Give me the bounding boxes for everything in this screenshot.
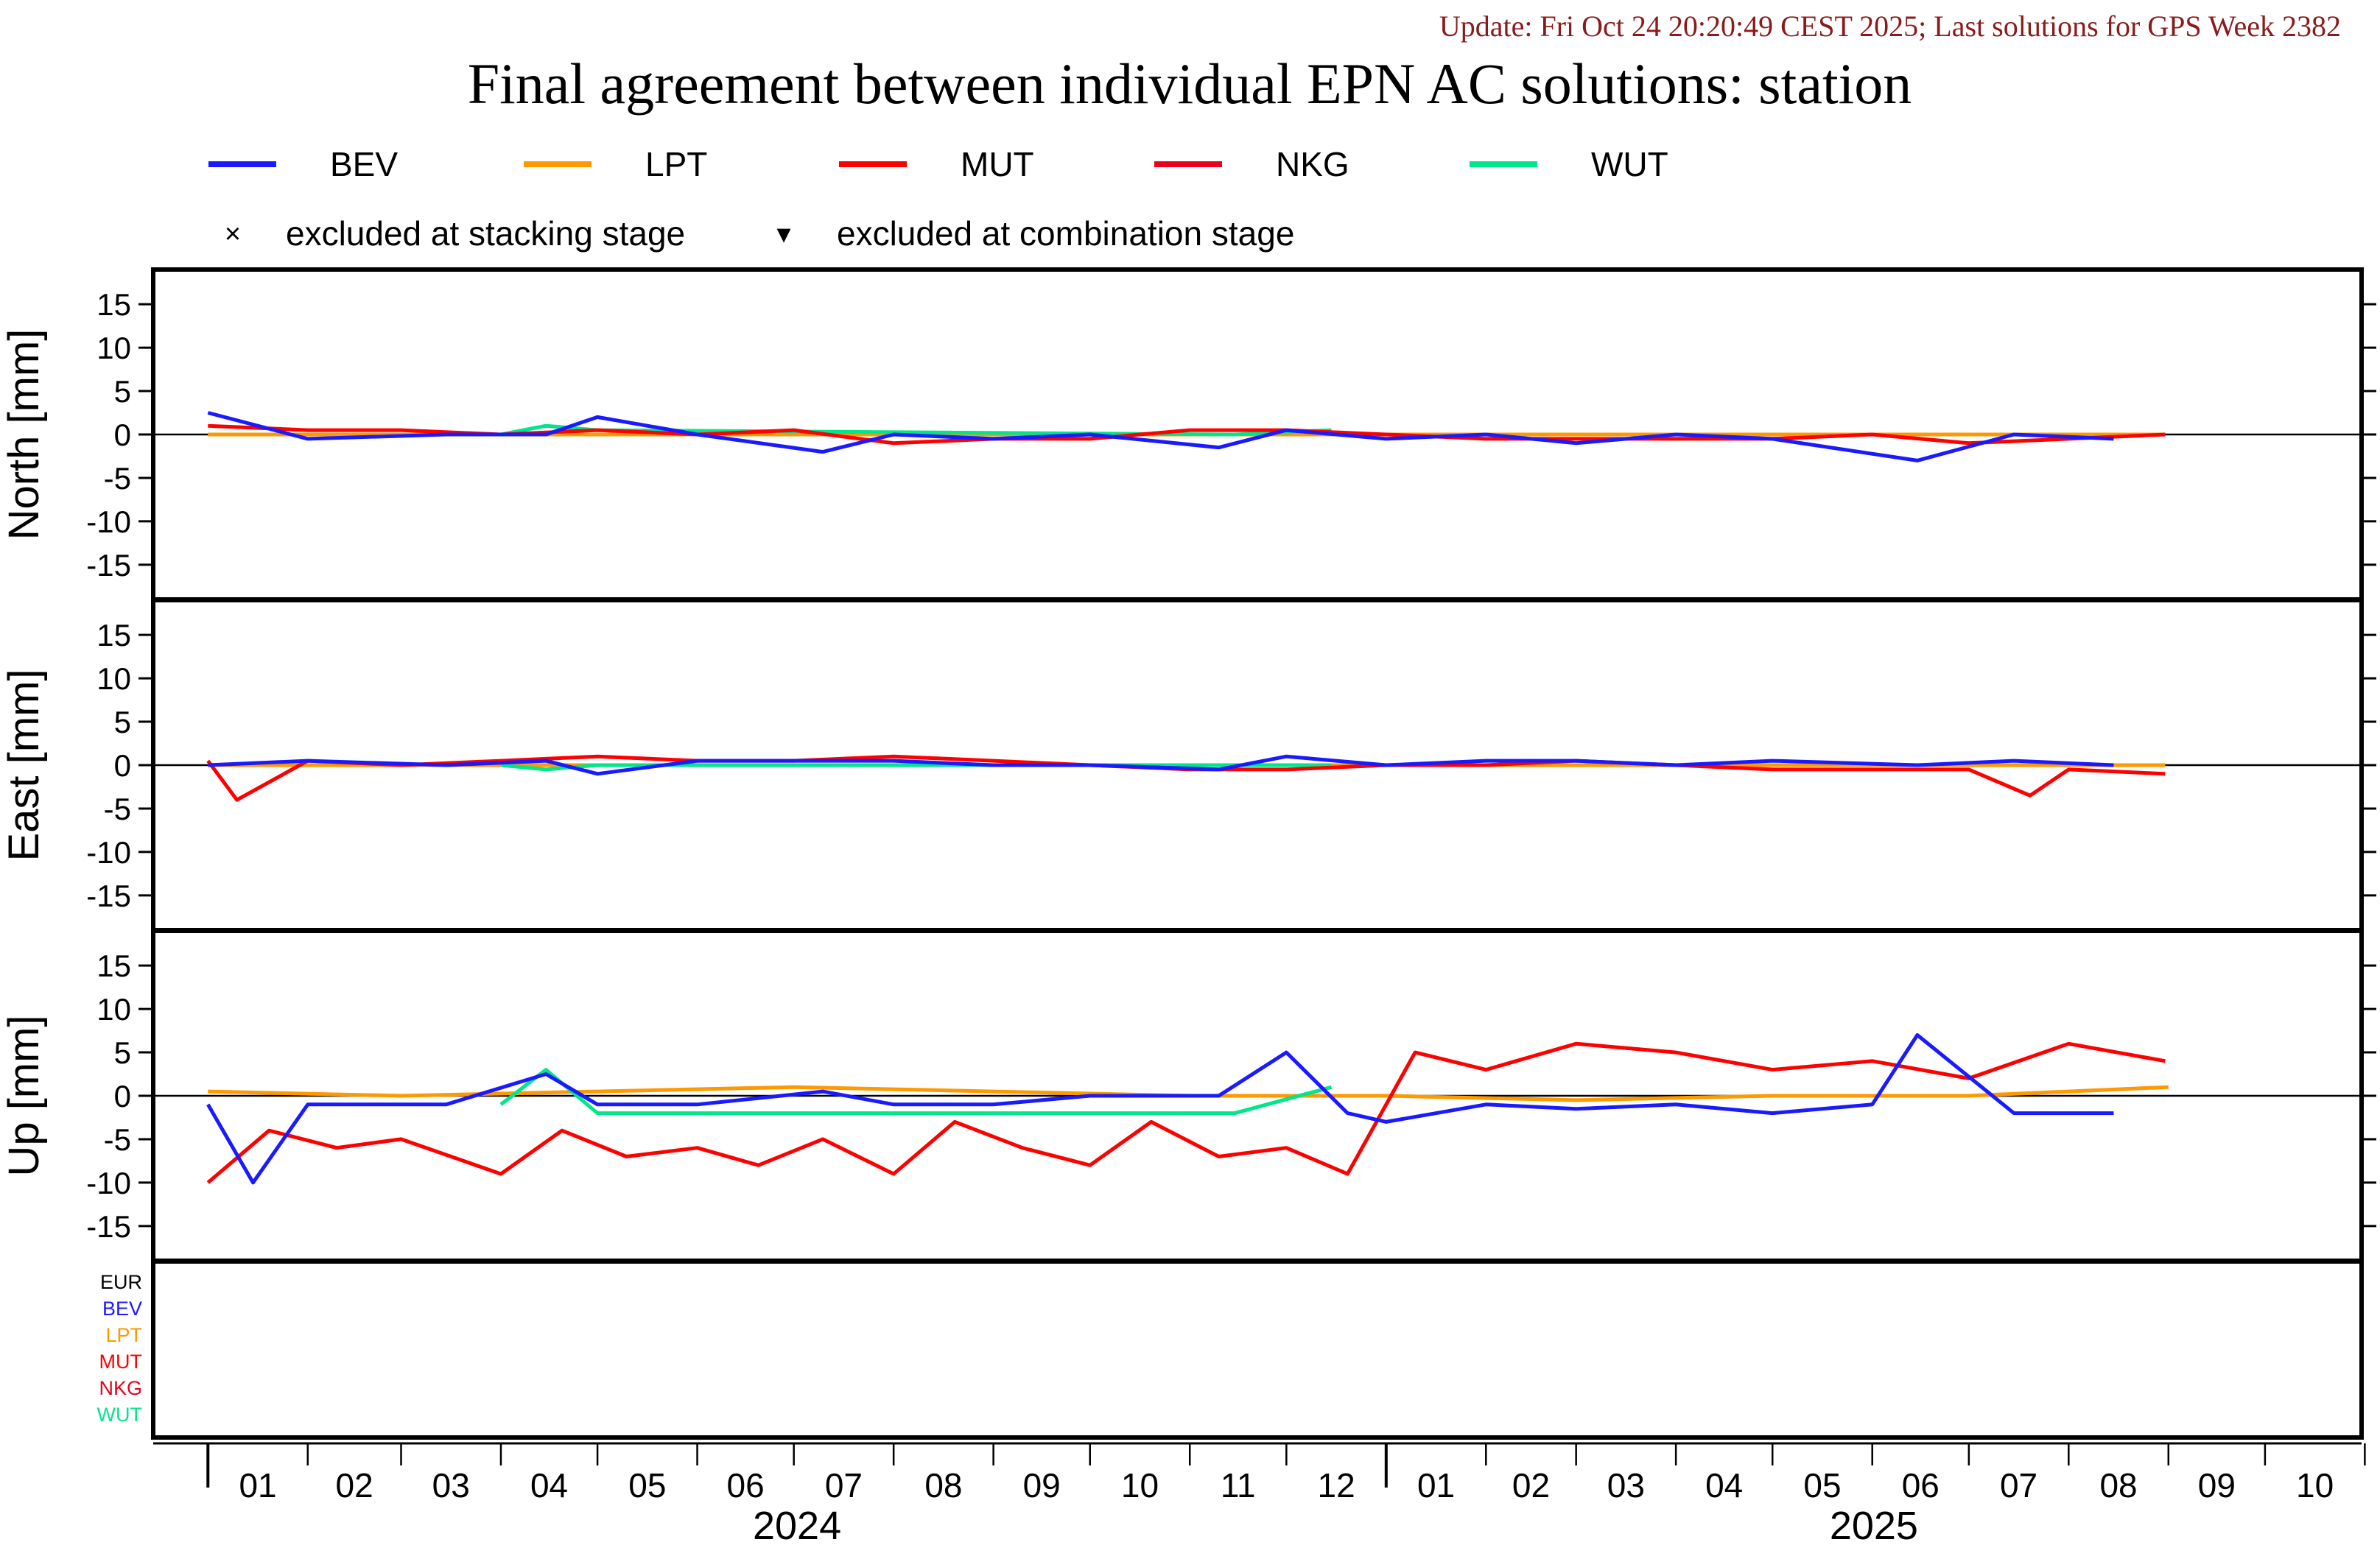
series-bev-east (208, 754, 2114, 776)
y-tick-label: 0 (114, 1079, 131, 1113)
x-month-label: 05 (628, 1466, 666, 1504)
x-year-label: 2025 (1830, 1504, 1918, 1545)
x-month-label: 01 (1417, 1466, 1455, 1504)
y-tick-label: -15 (86, 879, 131, 913)
x-month-label: 03 (432, 1466, 470, 1504)
y-axis-label: Up [mm] (0, 1015, 48, 1176)
ac-label-lpt: LPT (105, 1324, 142, 1346)
y-tick-label: -5 (104, 1122, 131, 1157)
x-month-label: 09 (2198, 1466, 2236, 1504)
x-month-label: 08 (924, 1466, 962, 1504)
legend-label-wut: WUT (1591, 145, 1668, 183)
panel-frame (151, 1259, 2364, 1440)
legend-marker-label: excluded at stacking stage (286, 214, 685, 253)
x-month-label: 07 (825, 1466, 863, 1504)
plot-panels: 15 10 5 0 -5 -10 -15 North [mm] 15 10 5 0 -5 -10 -15 Ea… (0, 267, 2376, 1440)
panel-east: 15 10 5 0 -5 -10 -15 East [mm] (0, 598, 2376, 932)
legend-label-bev: BEV (330, 145, 398, 183)
y-axis-label: East [mm] (0, 669, 48, 861)
legend-label-mut: MUT (961, 145, 1034, 183)
y-tick-label: 5 (114, 1035, 131, 1070)
ac-label-bev: BEV (102, 1298, 142, 1320)
ac-label-wut: WUT (97, 1404, 142, 1426)
x-month-label: 09 (1023, 1466, 1061, 1504)
x-year-label: 2024 (753, 1504, 841, 1545)
x-month-label: 06 (727, 1466, 765, 1504)
legend-marker-symbol: × (225, 219, 241, 250)
y-tick-label: -5 (104, 792, 131, 826)
panel-north: 15 10 5 0 -5 -10 -15 North [mm] (0, 267, 2376, 602)
ac-label-nkg: NKG (99, 1377, 142, 1399)
y-tick-label: -15 (86, 548, 131, 583)
panel-up: 15 10 5 0 -5 -10 -15 Up [mm] (0, 929, 2376, 1263)
series-bev-north (207, 411, 2114, 462)
y-tick-label: 15 (96, 949, 131, 983)
x-month-label: 02 (336, 1466, 373, 1504)
x-month-label: 02 (1512, 1466, 1550, 1504)
series-bev-up (206, 1033, 2114, 1185)
legend: BEV LPT MUT NKG WUT × excluded at stacking sta… (208, 145, 1668, 253)
chart-title: Final agreement between individual EPN A… (468, 52, 1912, 116)
y-tick-label: -5 (104, 461, 131, 496)
ac-label-eur: EUR (100, 1271, 142, 1293)
y-tick-label: 0 (114, 418, 131, 452)
x-month-label: 04 (1705, 1466, 1743, 1504)
y-axis-label: North [mm] (0, 329, 48, 541)
y-tick-label: 15 (96, 287, 131, 322)
x-month-label: 11 (1221, 1466, 1256, 1504)
y-tick-label: 5 (114, 374, 131, 409)
y-tick-label: -15 (86, 1209, 131, 1244)
y-tick-label: 5 (114, 705, 131, 739)
update-text: Update: Fri Oct 24 20:20:49 CEST 2025; L… (1439, 10, 2341, 43)
x-month-label: 10 (2296, 1466, 2334, 1504)
series-mut-up (206, 1041, 2166, 1184)
series-wut-east (500, 763, 1332, 772)
x-month-label: 04 (530, 1466, 568, 1504)
x-month-label: 07 (2000, 1466, 2037, 1504)
x-month-label: 06 (1902, 1466, 1940, 1504)
y-tick-label: 10 (96, 992, 131, 1027)
y-tick-label: 15 (96, 618, 131, 652)
x-month-label: 08 (2099, 1466, 2137, 1504)
y-tick-label: -10 (86, 835, 131, 870)
y-tick-label: -10 (86, 504, 131, 539)
panel-solutions: EUR BEV LPT MUT NKG WUT (97, 1259, 2364, 1440)
x-month-label: 01 (239, 1466, 276, 1504)
x-month-label: 10 (1121, 1466, 1159, 1504)
legend-marker-symbol: ▾ (776, 219, 790, 250)
x-month-label: 03 (1607, 1466, 1645, 1504)
y-tick-label: -10 (86, 1166, 131, 1200)
x-month-label: 05 (1803, 1466, 1841, 1504)
x-month-label: 12 (1317, 1466, 1355, 1504)
ac-label-mut: MUT (99, 1351, 142, 1373)
time-axis: 01 02 03 04 05 06 07 08 09 10 11 12 01 02 03 04 05 06 07 08… (153, 1442, 2366, 1545)
legend-label-lpt: LPT (645, 145, 707, 183)
legend-label-nkg: NKG (1276, 145, 1349, 183)
y-tick-label: 10 (96, 661, 131, 696)
y-tick-label: 0 (114, 748, 131, 783)
y-tick-label: 10 (96, 331, 131, 365)
series-wut-up (499, 1068, 1333, 1116)
legend-marker-label: excluded at combination stage (837, 214, 1294, 253)
